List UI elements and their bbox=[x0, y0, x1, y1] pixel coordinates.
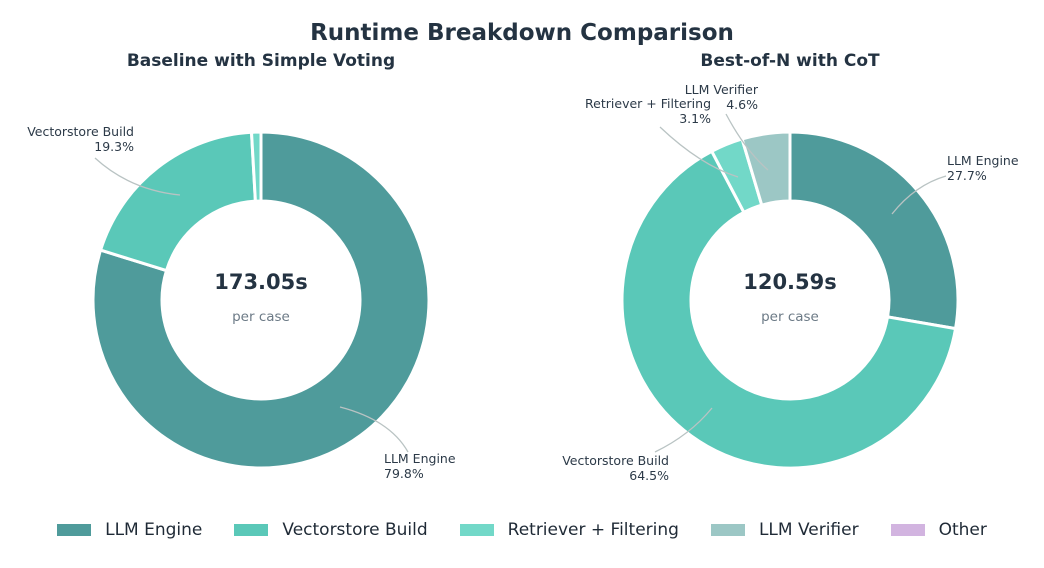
legend-item-retriever: Retriever + Filtering bbox=[459, 520, 679, 540]
legend-swatch bbox=[234, 524, 269, 536]
slice-llm-engine bbox=[788, 130, 960, 331]
legend-swatch bbox=[710, 524, 745, 536]
legend-item-llm-engine: LLM Engine bbox=[57, 520, 202, 540]
right-center-value: 120.59s bbox=[743, 270, 837, 294]
leader-line bbox=[891, 175, 947, 215]
left-center-label: per case bbox=[232, 309, 290, 325]
leader-line bbox=[339, 406, 409, 453]
chart-title: Runtime Breakdown Comparison bbox=[310, 20, 734, 46]
slice-llm-engine bbox=[91, 130, 431, 470]
legend: LLM Engine Vectorstore Build Retriever +… bbox=[0, 520, 1044, 540]
leader-line bbox=[654, 407, 713, 453]
label-right-llm-engine: LLM Engine 27.7% bbox=[947, 153, 1019, 183]
slice-vectorstore-build bbox=[620, 149, 958, 470]
legend-swatch bbox=[459, 524, 494, 536]
slice-retriever-filtering bbox=[249, 130, 263, 203]
label-right-verifier: LLM Verifier 4.6% bbox=[684, 82, 758, 112]
right-center-label: per case bbox=[761, 309, 819, 325]
legend-swatch bbox=[890, 524, 925, 536]
legend-swatch bbox=[57, 524, 92, 536]
label-right-vectorstore: Vectorstore Build 64.5% bbox=[562, 453, 669, 483]
label-left-llm-engine: LLM Engine 79.8% bbox=[384, 451, 456, 481]
legend-item-other: Other bbox=[890, 520, 987, 540]
left-chart-title: Baseline with Simple Voting bbox=[126, 51, 396, 71]
label-left-vectorstore: Vectorstore Build 19.3% bbox=[27, 124, 134, 154]
legend-item-verifier: LLM Verifier bbox=[710, 520, 859, 540]
left-center-value: 173.05s bbox=[214, 270, 308, 294]
leader-line bbox=[659, 126, 739, 178]
legend-item-vectorstore: Vectorstore Build bbox=[234, 520, 428, 540]
right-chart-title: Best-of-N with CoT bbox=[700, 51, 880, 71]
label-right-retriever: Retriever + Filtering 3.1% bbox=[585, 96, 711, 126]
leader-line bbox=[94, 157, 181, 196]
leader-line bbox=[725, 113, 769, 171]
